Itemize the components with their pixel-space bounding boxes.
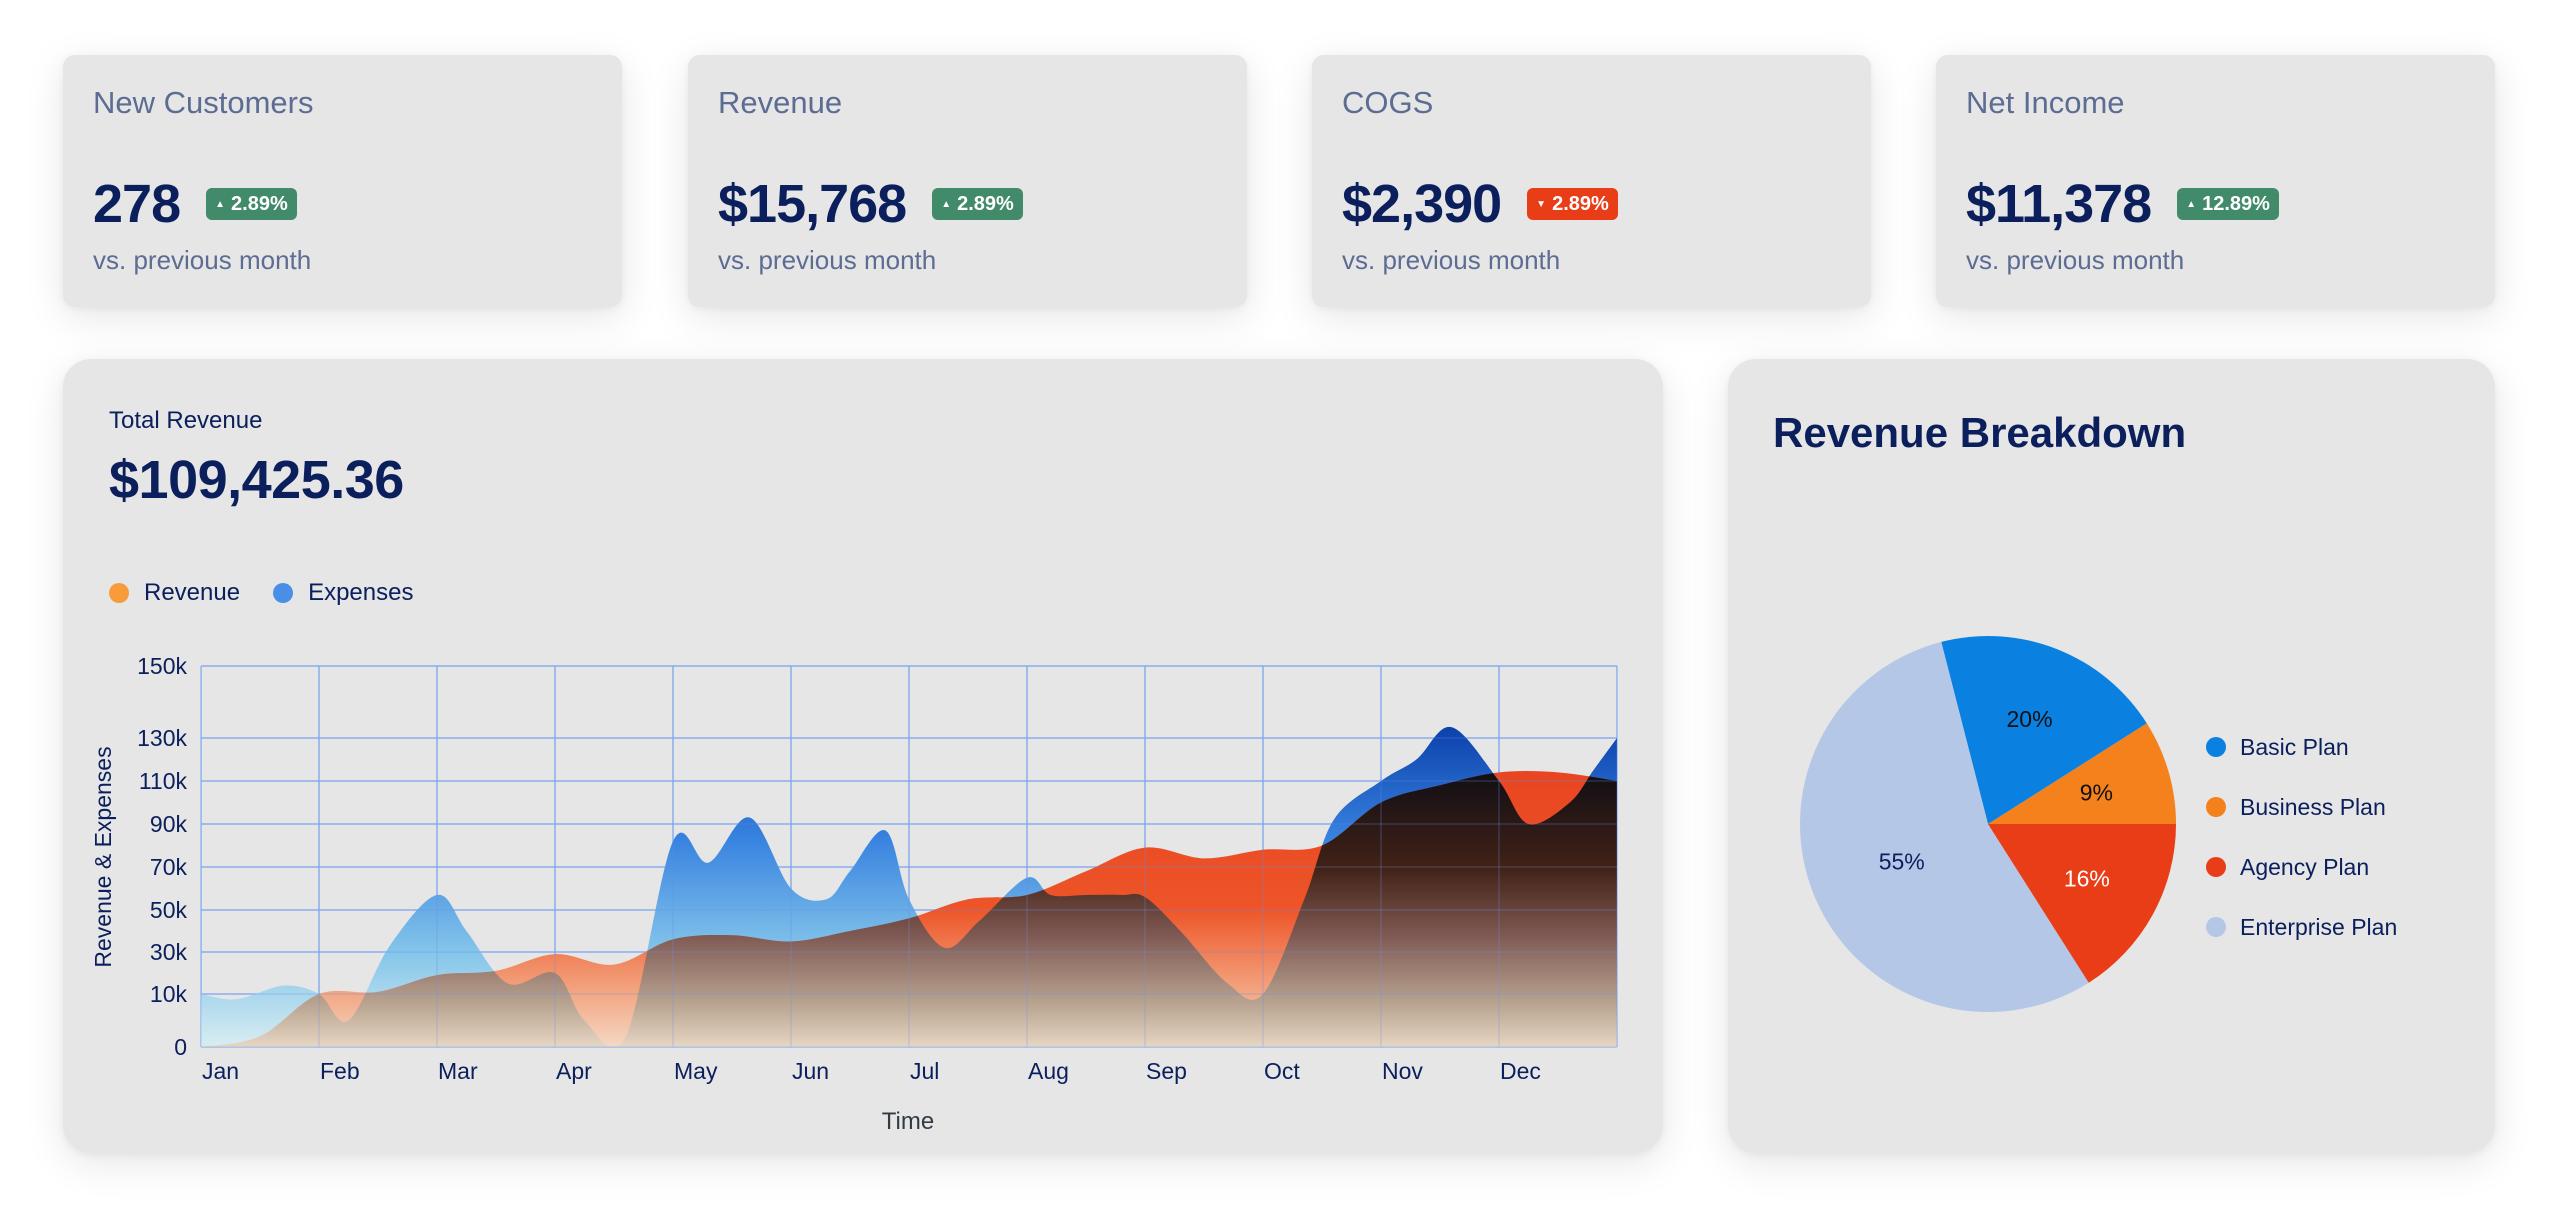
change-value: 12.89%: [2202, 192, 2270, 215]
change-value: 2.89%: [957, 192, 1014, 215]
total-revenue-card: Total Revenue $109,425.36 Revenue Expens…: [63, 359, 1663, 1153]
kpi-value: 278: [93, 174, 181, 234]
kpi-title: New Customers: [93, 85, 314, 120]
change-badge: ▲ 2.89%: [206, 188, 297, 220]
pie-legend: Basic Plan Business Plan Agency Plan Enterp…: [2206, 717, 2397, 957]
change-badge: ▲ 2.89%: [932, 188, 1023, 220]
y-tick-label: 30k: [150, 939, 188, 965]
x-tick-label: Nov: [1382, 1058, 1423, 1084]
kpi-subtitle: vs. previous month: [93, 245, 312, 275]
kpi-title: COGS: [1342, 85, 1434, 120]
change-value: 2.89%: [231, 192, 288, 215]
y-tick-label: 50k: [150, 897, 188, 923]
y-tick-label: 0: [174, 1034, 187, 1060]
pie-slice-basic-plan[interactable]: [1941, 636, 2147, 824]
pie-slice-label: 55%: [1879, 848, 1925, 874]
y-tick-label: 70k: [150, 854, 188, 880]
pie-slice-enterprise-plan[interactable]: [1800, 641, 2089, 1012]
x-tick-label: Dec: [1500, 1058, 1541, 1084]
legend-dot-icon: [2206, 857, 2226, 877]
y-axis-title: Revenue & Expenses: [90, 746, 116, 967]
revenue-breakdown-pie-chart: 9% 20% 55% 16%: [1800, 636, 2176, 1012]
pie-legend-item[interactable]: Enterprise Plan: [2206, 897, 2397, 957]
pie-slice-label: 20%: [2007, 706, 2053, 732]
revenue-expenses-area-chart: 0 10k 30k 50k 70k 90k 110k 130k 150k Jan Feb Mar Apr…: [90, 653, 1618, 1135]
kpi-title: Revenue: [718, 85, 843, 120]
legend-dot-revenue-icon: [109, 583, 129, 603]
pie-legend-label: Enterprise Plan: [2240, 913, 2398, 940]
change-badge: ▼ 2.89%: [1527, 188, 1618, 220]
triangle-up-icon: ▲: [941, 198, 952, 210]
total-revenue-value: $109,425.36: [109, 450, 404, 510]
change-value: 2.89%: [1552, 192, 1609, 215]
triangle-up-icon: ▲: [2186, 198, 2197, 210]
pie-slice-label: 9%: [2080, 780, 2113, 806]
legend-dot-expenses-icon: [273, 583, 294, 603]
kpi-value: $2,390: [1342, 174, 1502, 234]
pie-legend-label: Basic Plan: [2240, 733, 2349, 760]
pie-slice-business-plan[interactable]: [1988, 723, 2176, 824]
pie-slice-label: 16%: [2064, 865, 2110, 891]
triangle-up-icon: ▲: [215, 198, 226, 210]
y-tick-label: 150k: [137, 653, 187, 679]
revenue-breakdown-card: Revenue Breakdown 9% 20% 55% 16% Basic Plan…: [1728, 359, 2495, 1153]
total-revenue-label: Total Revenue: [109, 407, 263, 434]
chart-legend: Revenue Expenses: [109, 579, 446, 607]
kpi-value-row: 278 ▲ 2.89%: [93, 173, 297, 235]
y-tick-label: 110k: [139, 768, 188, 794]
change-badge: ▲ 12.89%: [2177, 188, 2279, 220]
legend-label-revenue: Revenue: [144, 579, 241, 606]
kpi-card: Revenue $15,768 ▲ 2.89% vs. previous month: [688, 55, 1247, 307]
kpi-subtitle: vs. previous month: [1966, 245, 2185, 275]
kpi-card: COGS $2,390 ▼ 2.89% vs. previous month: [1312, 55, 1871, 307]
kpi-title: Net Income: [1966, 85, 2125, 120]
x-tick-label: Jul: [910, 1058, 939, 1084]
y-tick-label: 90k: [150, 811, 188, 837]
y-tick-label: 130k: [137, 725, 187, 751]
legend-dot-icon: [2206, 737, 2226, 757]
kpi-value: $15,768: [718, 174, 907, 234]
kpi-value-row: $11,378 ▲ 12.89%: [1966, 173, 2279, 235]
x-tick-label: Jan: [202, 1058, 239, 1084]
x-tick-label: Sep: [1146, 1058, 1187, 1084]
legend-label-expenses: Expenses: [308, 579, 414, 606]
kpi-subtitle: vs. previous month: [718, 245, 937, 275]
x-tick-label: May: [674, 1058, 718, 1084]
x-tick-label: Apr: [556, 1058, 592, 1084]
pie-legend-item[interactable]: Business Plan: [2206, 777, 2397, 837]
x-tick-label: Mar: [438, 1058, 478, 1084]
legend-item-revenue[interactable]: Revenue: [109, 579, 240, 607]
kpi-value-row: $2,390 ▼ 2.89%: [1342, 173, 1618, 235]
kpi-subtitle: vs. previous month: [1342, 245, 1561, 275]
pie-legend-label: Agency Plan: [2240, 853, 2370, 880]
x-tick-label: Aug: [1028, 1058, 1069, 1084]
pie-slice-agency-plan[interactable]: [1988, 824, 2176, 983]
pie-legend-item[interactable]: Agency Plan: [2206, 837, 2397, 897]
x-tick-label: Feb: [320, 1058, 360, 1084]
revenue-breakdown-title: Revenue Breakdown: [1773, 409, 2187, 456]
kpi-value: $11,378: [1966, 174, 2152, 234]
kpi-value-row: $15,768 ▲ 2.89%: [718, 173, 1023, 235]
x-tick-label: Oct: [1264, 1058, 1300, 1084]
pie-legend-label: Business Plan: [2240, 793, 2386, 820]
legend-dot-icon: [2206, 917, 2226, 937]
triangle-down-icon: ▼: [1536, 198, 1547, 210]
legend-item-expenses[interactable]: Expenses: [273, 579, 413, 607]
x-tick-label: Jun: [792, 1058, 829, 1084]
kpi-card: New Customers 278 ▲ 2.89% vs. previous month: [63, 55, 622, 307]
legend-dot-icon: [2206, 797, 2226, 817]
x-axis-title: Time: [882, 1108, 934, 1135]
pie-legend-item[interactable]: Basic Plan: [2206, 717, 2397, 777]
kpi-card: Net Income $11,378 ▲ 12.89% vs. previous mon…: [1936, 55, 2495, 307]
y-tick-label: 10k: [150, 981, 188, 1007]
